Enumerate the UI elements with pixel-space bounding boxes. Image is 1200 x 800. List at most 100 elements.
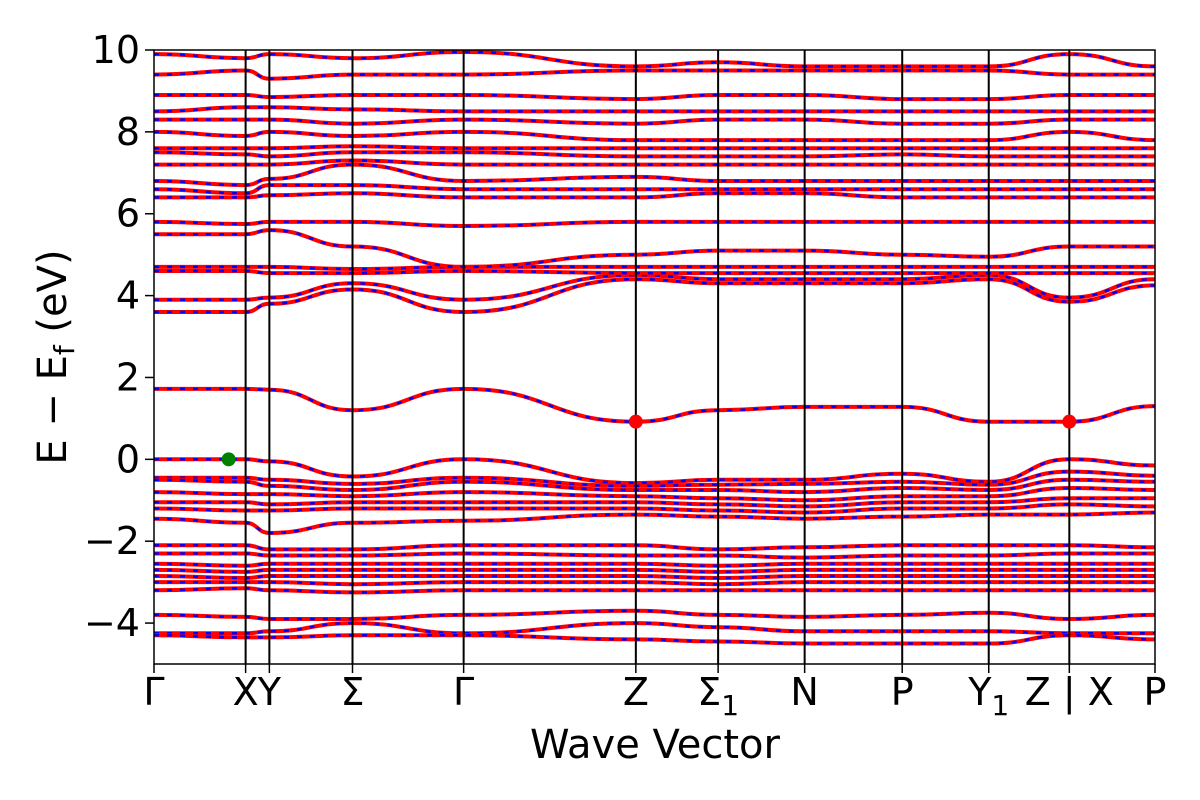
band-25: [154, 191, 1155, 200]
band-27: [154, 162, 1155, 188]
band-22: [154, 264, 1155, 272]
band-line-red: [154, 543, 1155, 552]
kpoint-lines: [244, 50, 1071, 664]
band-line-red: [154, 228, 1155, 269]
band-9: [154, 543, 1155, 552]
band-line-red: [154, 567, 1155, 574]
plot-frame: [153, 49, 1156, 665]
band-34: [154, 92, 1155, 102]
y-axis: −4 −2 0 2 4 6 8 10: [84, 28, 154, 645]
band-line-red: [154, 510, 1155, 536]
band-14: [154, 580, 1155, 587]
band-line-red: [154, 586, 1155, 595]
band-line-red: [154, 50, 1155, 69]
x-tick-label: P: [891, 670, 914, 714]
band-20: [154, 273, 1155, 302]
x-tick-label: Σ1: [697, 670, 739, 722]
y-axis-title-main: E − E: [30, 355, 76, 465]
band-line-red: [154, 117, 1155, 126]
band-8: [154, 510, 1155, 536]
band-line-blue: [154, 163, 1155, 187]
band-1: [154, 386, 1155, 424]
band-36: [154, 50, 1155, 69]
y-tick-label: 8: [116, 110, 140, 154]
x-tick-label: Z: [623, 670, 649, 714]
band-29: [154, 150, 1155, 159]
x-tick-label: N: [790, 670, 818, 714]
band-line-red: [154, 219, 1155, 229]
band-line-red: [154, 264, 1155, 272]
band-line-red: [154, 621, 1155, 636]
band-line-red: [154, 561, 1155, 568]
band-line-red: [154, 386, 1155, 424]
band-line-red: [154, 150, 1155, 159]
x-axis-title: Wave Vector: [530, 722, 781, 768]
band-6: [154, 496, 1155, 509]
x-tick-label: Γ: [453, 670, 474, 714]
band-line-blue: [154, 621, 1155, 635]
band-33: [154, 105, 1155, 114]
band-26: [154, 183, 1155, 196]
band-line-blue: [154, 277, 1155, 314]
band-lines: [154, 50, 1155, 646]
band-line-red: [154, 144, 1155, 151]
band-23: [154, 228, 1155, 269]
band-21: [154, 268, 1155, 276]
marker-vbm: [221, 452, 236, 467]
band-line-red: [154, 580, 1155, 587]
band-13: [154, 573, 1155, 581]
y-tick-label: −2: [84, 519, 140, 563]
y-axis-title-unit: (eV): [30, 249, 76, 345]
band-line-red: [154, 268, 1155, 276]
x-tick-label: Σ: [340, 670, 364, 714]
band-31: [154, 129, 1155, 143]
band-line-red: [154, 92, 1155, 102]
band-12: [154, 567, 1155, 574]
y-axis-title-sub: f: [48, 344, 81, 355]
x-tick-label: Y1: [967, 670, 1009, 722]
band-line-blue: [154, 273, 1155, 301]
band-line-red: [154, 573, 1155, 581]
band-line-red: [154, 551, 1155, 560]
band-line-red: [154, 608, 1155, 622]
band-35: [154, 68, 1155, 81]
y-tick-label: 4: [116, 274, 140, 318]
band-line-red: [154, 633, 1155, 646]
x-tick-label: Y: [257, 670, 282, 714]
x-axis: Γ X Y Σ Γ Z Σ1 N P Y1 Z | X P: [143, 664, 1166, 722]
band-30: [154, 144, 1155, 151]
band-19: [154, 277, 1155, 315]
y-axis-title: E − Ef (eV): [30, 249, 81, 464]
band-line-red: [154, 158, 1155, 167]
y-tick-label: 2: [116, 355, 140, 399]
band-line-red: [154, 105, 1155, 114]
y-tick-label: 6: [116, 192, 140, 236]
band-24: [154, 219, 1155, 229]
band-10: [154, 551, 1155, 560]
x-tick-label: Z | X: [1025, 670, 1114, 715]
band-line-red: [154, 162, 1155, 188]
y-tick-label: 0: [116, 437, 140, 481]
x-tick-label: Γ: [143, 670, 164, 714]
band-28: [154, 158, 1155, 167]
band-15: [154, 586, 1155, 595]
band-11: [154, 561, 1155, 568]
band-18: [154, 633, 1155, 646]
extrema-markers: [221, 414, 1077, 467]
band-line-red: [154, 496, 1155, 509]
band-17: [154, 621, 1155, 636]
marker-cbm: [628, 414, 643, 429]
band-line-red: [154, 191, 1155, 200]
y-tick-label: −4: [84, 601, 140, 645]
band-line-red: [154, 277, 1155, 315]
band-16: [154, 608, 1155, 622]
band-line-red: [154, 68, 1155, 81]
x-tick-label: P: [1144, 670, 1167, 714]
band-line-blue: [154, 387, 1155, 423]
y-tick-label: 10: [92, 28, 140, 72]
band-line-blue: [154, 458, 1155, 485]
band-32: [154, 117, 1155, 126]
band-line-red: [154, 129, 1155, 143]
marker-cbm: [1062, 414, 1077, 429]
